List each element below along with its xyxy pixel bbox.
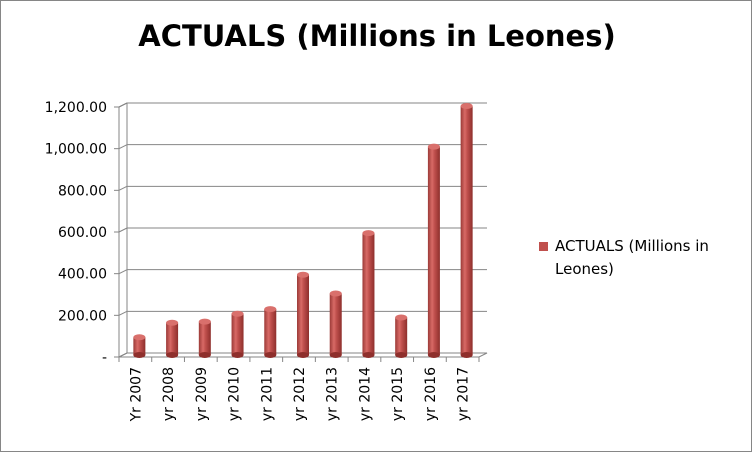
bar-top [198, 318, 211, 325]
gridline-side [118, 352, 128, 358]
bar-top [264, 306, 277, 313]
x-tick-label: yr 2016 [423, 367, 439, 421]
x-tick-label: yr 2009 [194, 367, 210, 421]
bar-body [427, 146, 440, 355]
bar-base [460, 352, 473, 358]
x-tick-label: yr 2017 [456, 367, 472, 421]
gridline-side [118, 144, 128, 150]
bar-body [329, 293, 342, 355]
bar-base [264, 352, 277, 358]
bar-base [198, 352, 211, 358]
x-tick-label: yr 2014 [357, 367, 373, 421]
y-tick-label: 1,000.00 [45, 142, 107, 158]
bar-body [460, 106, 473, 356]
bar-body [133, 337, 146, 355]
y-tick-label: 800.00 [58, 183, 107, 199]
bar [362, 230, 375, 358]
bar-body [198, 321, 211, 355]
bar-body [297, 274, 309, 355]
bar [329, 290, 342, 358]
bar-top [297, 271, 309, 278]
bar-top [395, 314, 408, 321]
x-tick-label: yr 2013 [325, 367, 341, 421]
bar [297, 271, 309, 358]
x-tick-label: Yr 2007 [128, 367, 144, 422]
bar [427, 143, 440, 358]
bar-base [166, 352, 179, 358]
gridline-side [118, 269, 128, 275]
bar [133, 334, 146, 358]
y-tick-label: 1,200.00 [45, 100, 107, 116]
bar-base [133, 352, 146, 358]
top-edge [118, 102, 128, 108]
y-tick-label: 400.00 [58, 267, 107, 283]
legend-swatch [539, 242, 548, 251]
bar [166, 319, 179, 358]
chart-title: ACTUALS (Millions in Leones) [138, 19, 616, 53]
bar-body [264, 309, 277, 355]
bar-top [427, 143, 440, 150]
bar-top [460, 103, 473, 110]
y-tick-label: 200.00 [58, 308, 107, 324]
legend: ACTUALS (Millions in Leones) [539, 235, 749, 281]
bar-body [395, 317, 408, 355]
bar-top [362, 230, 375, 237]
bar [460, 103, 473, 358]
gridline-side [118, 227, 128, 233]
bar [395, 314, 408, 358]
bar-base [329, 352, 342, 358]
gridline-side [118, 310, 128, 316]
bar-body [362, 233, 375, 355]
bar-top [329, 290, 342, 297]
bar [264, 306, 277, 358]
bar-base [362, 352, 375, 358]
bar [231, 310, 244, 358]
x-tick-label: yr 2010 [227, 367, 243, 421]
bar-base [231, 352, 244, 358]
bar-top [166, 319, 179, 326]
y-tick-label: 600.00 [58, 225, 107, 241]
bar [198, 318, 211, 358]
bar-base [297, 352, 309, 358]
gridline-side [118, 185, 128, 191]
bar-top [231, 310, 244, 317]
y-tick-label: - [102, 350, 107, 366]
bar-top [133, 334, 146, 341]
x-tick-label: yr 2012 [292, 367, 308, 421]
bar-body [231, 313, 244, 355]
legend-label: ACTUALS (Millions in Leones) [555, 237, 709, 278]
x-tick-label: yr 2008 [161, 367, 177, 421]
bar-base [395, 352, 408, 358]
bar-body [166, 322, 179, 355]
bar-base [427, 352, 440, 358]
x-tick-label: yr 2015 [390, 367, 406, 421]
x-tick-label: yr 2011 [259, 367, 275, 421]
